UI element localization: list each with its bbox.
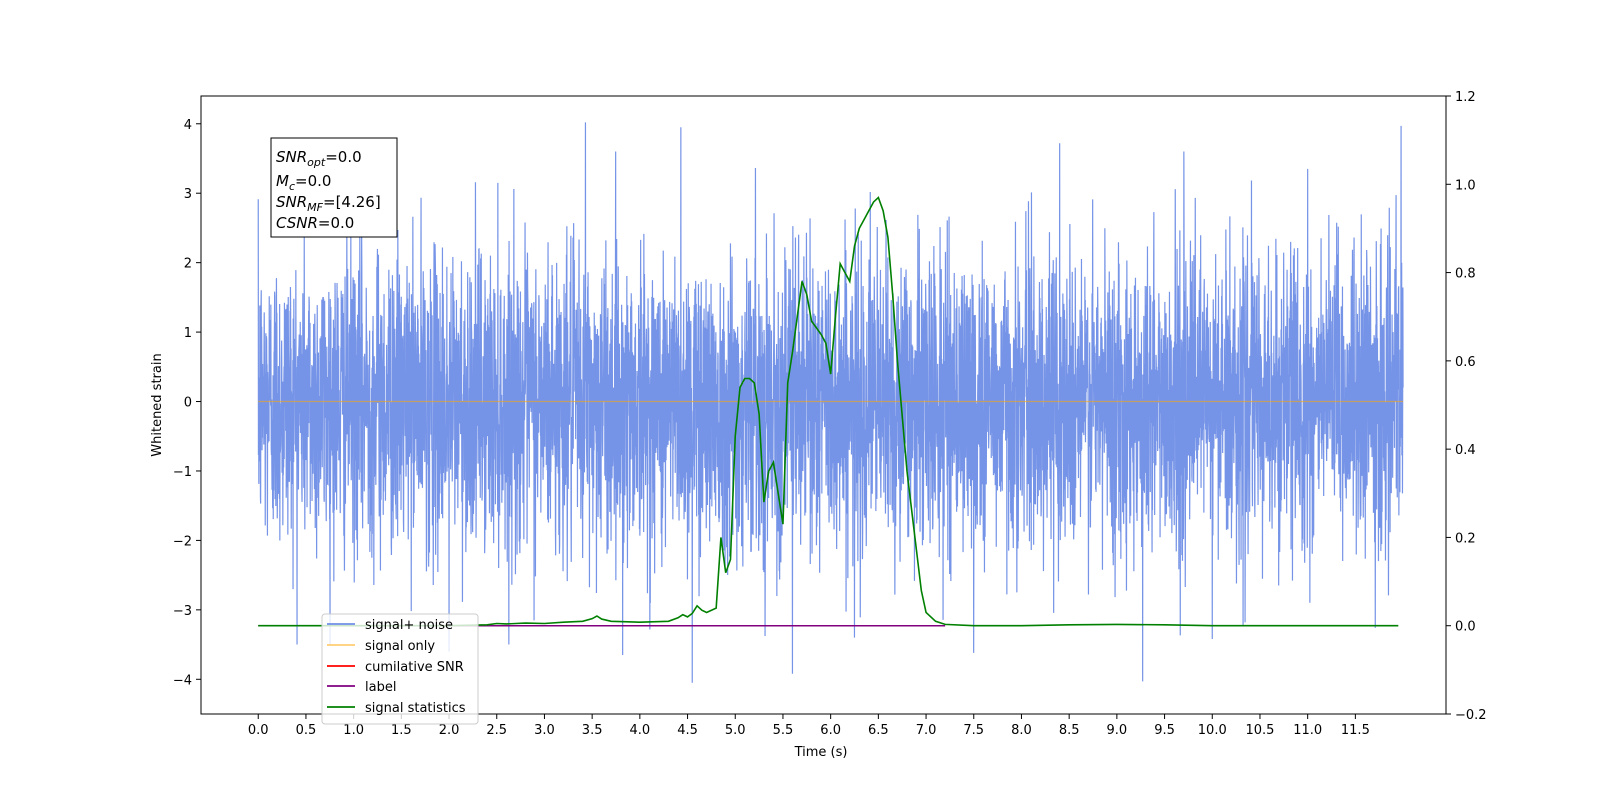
legend-label-signal-only: signal only xyxy=(365,639,435,654)
snr-mf-text: SNRMF=[4.26] xyxy=(276,193,381,214)
y2-tick-label: 1.0 xyxy=(1455,178,1476,193)
y-axis-left: −4 −3 −2 −1 0 1 2 3 4 xyxy=(173,118,201,688)
y2-tick-label: −0.2 xyxy=(1455,708,1487,723)
y2-tick-label: 0.6 xyxy=(1455,355,1476,370)
legend: signal+ noise signal only cumilative SNR… xyxy=(321,613,479,725)
y-tick-label: 4 xyxy=(184,118,192,133)
y2-tick-label: 1.2 xyxy=(1455,90,1476,105)
x-tick-label: 4.5 xyxy=(677,723,698,738)
legend-box xyxy=(321,613,479,725)
x-axis-label: Time (s) xyxy=(794,745,848,760)
y-axis-label: Whitened strain xyxy=(150,353,165,456)
x-tick-label: 0.5 xyxy=(296,723,317,738)
snr-opt-text: SNRopt=0.0 xyxy=(276,148,362,169)
y-tick-label: 1 xyxy=(184,326,192,341)
y-tick-label: 3 xyxy=(184,187,192,202)
x-tick-label: 3.0 xyxy=(534,723,555,738)
legend-label-cumilative-snr: cumilative SNR xyxy=(365,660,464,675)
legend-label-signal-plus-noise: signal+ noise xyxy=(365,618,453,633)
x-tick-label: 2.0 xyxy=(439,723,460,738)
mc-text: Mc=0.0 xyxy=(276,172,331,193)
y-axis-right: −0.2 0.0 0.2 0.4 0.6 0.8 1.0 1.2 xyxy=(1446,90,1487,723)
x-tick-label: 3.5 xyxy=(582,723,603,738)
x-tick-label: 7.5 xyxy=(963,723,984,738)
x-tick-label: 5.0 xyxy=(725,723,746,738)
x-tick-label: 9.0 xyxy=(1107,723,1128,738)
x-tick-label: 10.0 xyxy=(1198,723,1227,738)
stats-annotation: SNRopt=0.0 Mc=0.0 SNRMF=[4.26] CSNR=0.0 xyxy=(270,137,398,238)
x-tick-label: 1.0 xyxy=(343,723,364,738)
y-tick-label: 2 xyxy=(184,257,192,272)
y-tick-label: −3 xyxy=(173,604,192,619)
x-tick-label: 9.5 xyxy=(1154,723,1175,738)
x-tick-label: 4.0 xyxy=(630,723,651,738)
y-tick-label: −2 xyxy=(173,534,192,549)
y2-tick-label: 0.2 xyxy=(1455,531,1476,546)
x-tick-label: 6.5 xyxy=(868,723,889,738)
x-tick-label: 2.5 xyxy=(486,723,507,738)
x-axis: 0.0 0.5 1.0 1.5 2.0 2.5 3.0 3.5 4.0 4.5 5.0 5.5 6.0 6… xyxy=(248,714,1370,738)
x-tick-label: 11.0 xyxy=(1293,723,1322,738)
x-tick-label: 5.5 xyxy=(773,723,794,738)
y-tick-label: −4 xyxy=(173,673,192,688)
y2-tick-label: 0.0 xyxy=(1455,620,1476,635)
x-tick-label: 10.5 xyxy=(1245,723,1274,738)
x-tick-label: 0.0 xyxy=(248,723,269,738)
y-tick-label: 0 xyxy=(184,396,192,411)
x-tick-label: 1.5 xyxy=(391,723,412,738)
x-tick-label: 7.0 xyxy=(916,723,937,738)
x-tick-label: 11.5 xyxy=(1341,723,1370,738)
y2-tick-label: 0.4 xyxy=(1455,443,1476,458)
csnr-text: CSNR=0.0 xyxy=(276,214,354,232)
axes-frame xyxy=(200,95,1447,715)
x-tick-label: 6.0 xyxy=(820,723,841,738)
y-tick-label: −1 xyxy=(173,465,192,480)
stats-annotation-box xyxy=(270,137,398,238)
x-tick-label: 8.5 xyxy=(1059,723,1080,738)
x-tick-label: 8.0 xyxy=(1011,723,1032,738)
y2-tick-label: 0.8 xyxy=(1455,267,1476,282)
series-signal-statistics-line xyxy=(258,196,1399,627)
legend-label-label: label xyxy=(365,680,396,695)
legend-label-signal-statistics: signal statistics xyxy=(365,701,466,716)
